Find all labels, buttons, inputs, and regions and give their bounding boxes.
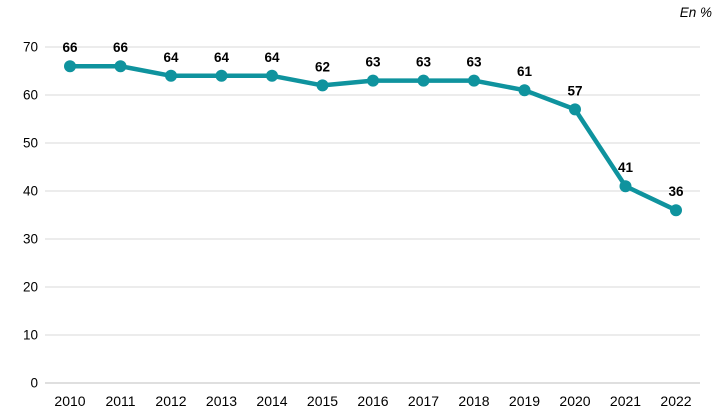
x-axis-label-2018: 2018 [458,393,489,409]
data-point-2015 [316,79,329,92]
x-axis-label-2015: 2015 [307,393,338,409]
y-axis-tick-label: 10 [23,328,38,343]
data-point-2010 [64,60,76,73]
data-point-2012 [165,69,177,82]
data-point-2017 [417,74,430,87]
y-axis-tick-label: 70 [23,40,38,55]
data-label-2016: 63 [365,55,381,70]
data-point-2013 [215,69,228,82]
data-point-2016 [367,74,379,87]
series-line [64,60,682,217]
x-axis-label-2020: 2020 [559,393,590,409]
x-axis-label-2017: 2017 [408,393,439,409]
y-axis-tick-label: 20 [23,280,38,295]
data-label-2014: 64 [264,50,280,65]
data-label-2018: 63 [466,55,482,70]
data-label-2019: 61 [517,64,533,79]
data-label-2021: 41 [618,160,634,175]
x-axis-label-2011: 2011 [105,393,135,409]
y-axis-tick-label: 60 [23,88,38,103]
series-polyline [67,63,679,213]
data-point-2018 [468,74,480,87]
y-axis-tick-label: 30 [23,232,38,247]
x-axis-labels: 2010 2011 2012 2013 2014 2015 2016 2017 2018 2019… [54,393,691,409]
x-axis-label-2010: 2010 [54,393,85,409]
data-label-2012: 64 [163,50,179,65]
unit-label: En % [680,5,712,20]
x-axis-label-2013: 2013 [206,393,237,409]
y-axis-labels: 0 10 20 30 40 50 60 70 [23,40,38,391]
y-axis-tick-label: 0 [30,376,38,391]
data-point-2020 [569,103,581,116]
gridlines [45,46,700,384]
data-label-2011: 66 [113,40,129,55]
x-axis-label-2016: 2016 [357,393,388,409]
data-point-2022 [670,204,682,217]
x-axis-label-2021: 2021 [610,393,641,409]
data-label-2017: 63 [416,55,432,70]
data-point-2014 [266,69,278,82]
x-axis-label-2019: 2019 [509,393,540,409]
data-point-2019 [518,84,531,97]
data-point-2021 [619,180,632,193]
data-label-2022: 36 [668,184,684,199]
x-axis-label-2022: 2022 [660,393,691,409]
data-labels: 66 66 64 64 64 62 63 63 63 61 57 41 36 [62,40,684,199]
data-label-2013: 64 [214,50,230,65]
data-point-2011 [114,60,127,73]
y-axis-tick-label: 40 [23,184,38,199]
x-axis-label-2014: 2014 [256,393,287,409]
y-axis-tick-label: 50 [23,136,38,151]
data-label-2020: 57 [567,83,582,98]
x-axis-label-2012: 2012 [155,393,186,409]
data-label-2010: 66 [62,40,78,55]
data-label-2015: 62 [315,59,330,74]
